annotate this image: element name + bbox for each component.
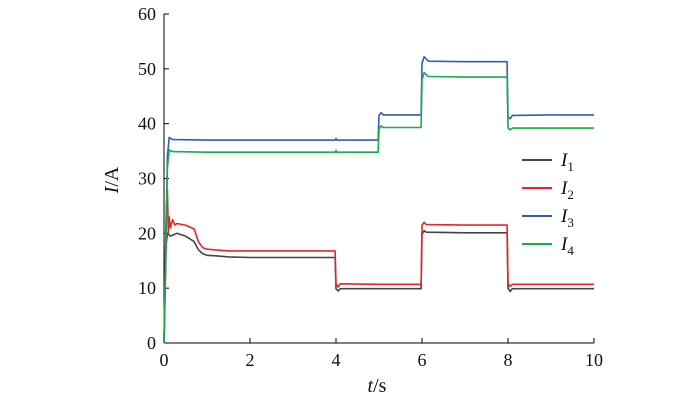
y-tick-label: 10 (138, 278, 156, 298)
x-tick-label: 4 (332, 350, 341, 370)
y-tick-label: 40 (138, 114, 156, 134)
y-tick-label: 30 (138, 169, 156, 189)
series-line-3 (163, 56, 594, 344)
x-tick-label: 0 (160, 350, 169, 370)
legend-label-2: I2 (560, 178, 574, 202)
chart-series (163, 56, 594, 344)
y-tick-label: 20 (138, 223, 156, 243)
x-tick-label: 2 (246, 350, 255, 370)
legend-label-4: I4 (560, 234, 574, 258)
x-axis-label: t/s (368, 375, 387, 397)
x-tick-label: 8 (504, 350, 513, 370)
chart-legend: I1 I2 I3 I4 (522, 150, 574, 258)
y-tick-label: 50 (138, 59, 156, 79)
series-line-4 (163, 71, 594, 344)
legend-label-1: I1 (560, 150, 574, 174)
series-line-1 (163, 229, 594, 344)
legend-label-3: I3 (560, 206, 574, 230)
y-tick-label: 60 (138, 4, 156, 24)
x-tick-label: 10 (585, 350, 603, 370)
series-line-2 (163, 188, 594, 344)
chart-axes: 0 2 4 6 8 10 0 10 20 30 40 50 60 (138, 4, 603, 370)
y-axis-label: I/A (101, 166, 123, 194)
x-tick-label: 6 (418, 350, 427, 370)
y-tick-label: 0 (147, 333, 156, 353)
